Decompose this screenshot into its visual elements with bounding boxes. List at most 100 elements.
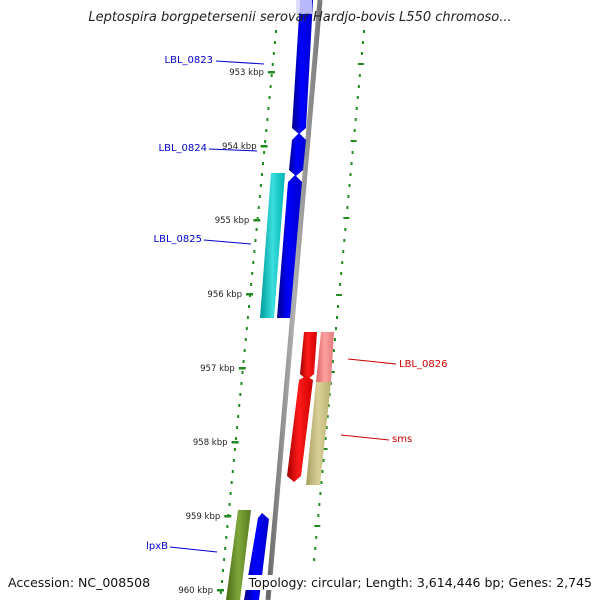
inner-ring-dot [265, 129, 268, 132]
outer-ring-dot [333, 338, 336, 341]
inner-ring-dot [262, 162, 265, 165]
inner-ring-dot [222, 569, 225, 572]
outer-ring-dot [336, 316, 339, 319]
label-LBL_0825[interactable]: LBL_0825 [154, 234, 202, 245]
inner-ring-dot [259, 184, 262, 187]
chromosome-backbone [265, 0, 323, 600]
label-LBL_0823[interactable]: LBL_0823 [165, 55, 213, 66]
outer-ring-dot [347, 195, 350, 198]
scale-tick [253, 219, 261, 222]
inner-ring-dot [242, 360, 245, 363]
outer-ring-dot [337, 305, 340, 308]
scale-tick [246, 293, 254, 296]
scale-tick-label: 960 kbp [178, 586, 213, 596]
label-sms[interactable]: sms [392, 434, 412, 445]
outer-ring-dot [339, 283, 342, 286]
inner-ring-dot [231, 470, 234, 473]
inner-ring-dot [254, 239, 257, 242]
inner-ring-dot [251, 272, 254, 275]
inner-ring-dot [263, 151, 266, 154]
inner-ring-dot [228, 503, 231, 506]
gene-LBL_0824[interactable] [289, 133, 306, 176]
outer-ring-dot [343, 217, 350, 219]
inner-dotted-ring [219, 30, 277, 594]
inner-ring-dot [223, 558, 226, 561]
outer-ring-dot [319, 492, 322, 495]
gene-lpxB-cds[interactable] [226, 510, 251, 600]
outer-ring-dot [325, 426, 328, 429]
inner-ring-dot [226, 525, 229, 528]
inner-ring-dot [268, 96, 271, 99]
accession-text: Accession: NC_008508 [8, 575, 155, 590]
outer-ring-dot [314, 525, 321, 527]
inner-ring-dot [224, 547, 227, 550]
outer-ring-dot [327, 404, 330, 407]
inner-ring-dot [239, 393, 242, 396]
inner-ring-dot [271, 63, 274, 66]
inner-ring-dot [247, 305, 250, 308]
gene-LBL_0826[interactable] [300, 332, 317, 380]
outer-ring-dot [360, 52, 363, 55]
outer-ring-dot [351, 151, 354, 154]
outer-ring-dot [314, 547, 317, 550]
inner-ring-dot [246, 316, 249, 319]
scale-tick-label: 956 kbp [207, 290, 242, 300]
inner-ring-dot [229, 492, 232, 495]
gene-LBL_0825-cds[interactable] [260, 173, 285, 318]
inner-ring-dot [232, 459, 235, 462]
outer-dotted-ring [313, 30, 365, 561]
outer-ring-dot [349, 173, 352, 176]
outer-ring-dot [322, 459, 325, 462]
outer-ring-dot [363, 30, 365, 33]
outer-ring-dot [355, 107, 358, 110]
inner-ring-dot [252, 261, 255, 264]
inner-ring-dot [241, 371, 244, 374]
cds-overlay-features [226, 173, 285, 600]
inner-ring-dot [270, 74, 273, 77]
map-title: Leptospira borgpetersenii serovar Hardjo… [88, 10, 512, 25]
scale-tick [216, 589, 224, 592]
scale-ticks: 953 kbp 954 kbp 955 kbp 956 kbp 957 kbp 958 k… [178, 68, 275, 596]
inner-ring-dot [238, 404, 241, 407]
scale-tick-label: 958 kbp [193, 438, 228, 448]
inner-ring-dot [253, 250, 256, 253]
inner-ring-dot [255, 228, 258, 231]
inner-ring-dot [219, 591, 222, 594]
outer-ring-dot [350, 162, 353, 165]
outer-ring-dot [342, 250, 345, 253]
outer-ring-dot [332, 349, 335, 352]
label-lpxB[interactable]: lpxB [146, 541, 168, 552]
inner-ring-dot [260, 173, 263, 176]
inner-ring-dot [236, 426, 239, 429]
label-LBL_0824[interactable]: LBL_0824 [159, 143, 207, 154]
inner-ring-dot [257, 206, 260, 209]
inner-ring-dot [225, 536, 228, 539]
outer-ring-dot [344, 228, 347, 231]
label-LBL_0826[interactable]: LBL_0826 [399, 359, 447, 370]
outer-ring-dot [346, 206, 349, 209]
inner-ring-dot [240, 382, 243, 385]
inner-ring-dot [245, 327, 248, 330]
scale-tick-label: 954 kbp [222, 142, 257, 152]
outer-ring-dot [361, 41, 364, 44]
gene-LBL_0825[interactable] [277, 175, 302, 318]
gene-LBL_0826-cds[interactable] [316, 332, 334, 382]
outer-ring-dot [343, 239, 346, 242]
gene-sms[interactable] [287, 376, 313, 482]
inner-ring-dot [250, 283, 253, 286]
gene-sms-cds[interactable] [306, 382, 331, 485]
inner-ring-dot [230, 481, 233, 484]
inner-ring-dot [256, 217, 259, 220]
outer-ring-dot [328, 393, 331, 396]
outer-ring-dot [354, 118, 357, 121]
outer-ring-dot [348, 184, 351, 187]
scale-tick [238, 367, 246, 370]
outer-ring-dot [328, 371, 335, 373]
outer-ring-dot [321, 470, 324, 473]
outer-ring-dot [336, 294, 343, 296]
outer-ring-dot [320, 481, 323, 484]
gene-LBL_0823[interactable] [292, 0, 313, 134]
outer-ring-dot [326, 415, 329, 418]
outer-ring-dot [356, 96, 359, 99]
